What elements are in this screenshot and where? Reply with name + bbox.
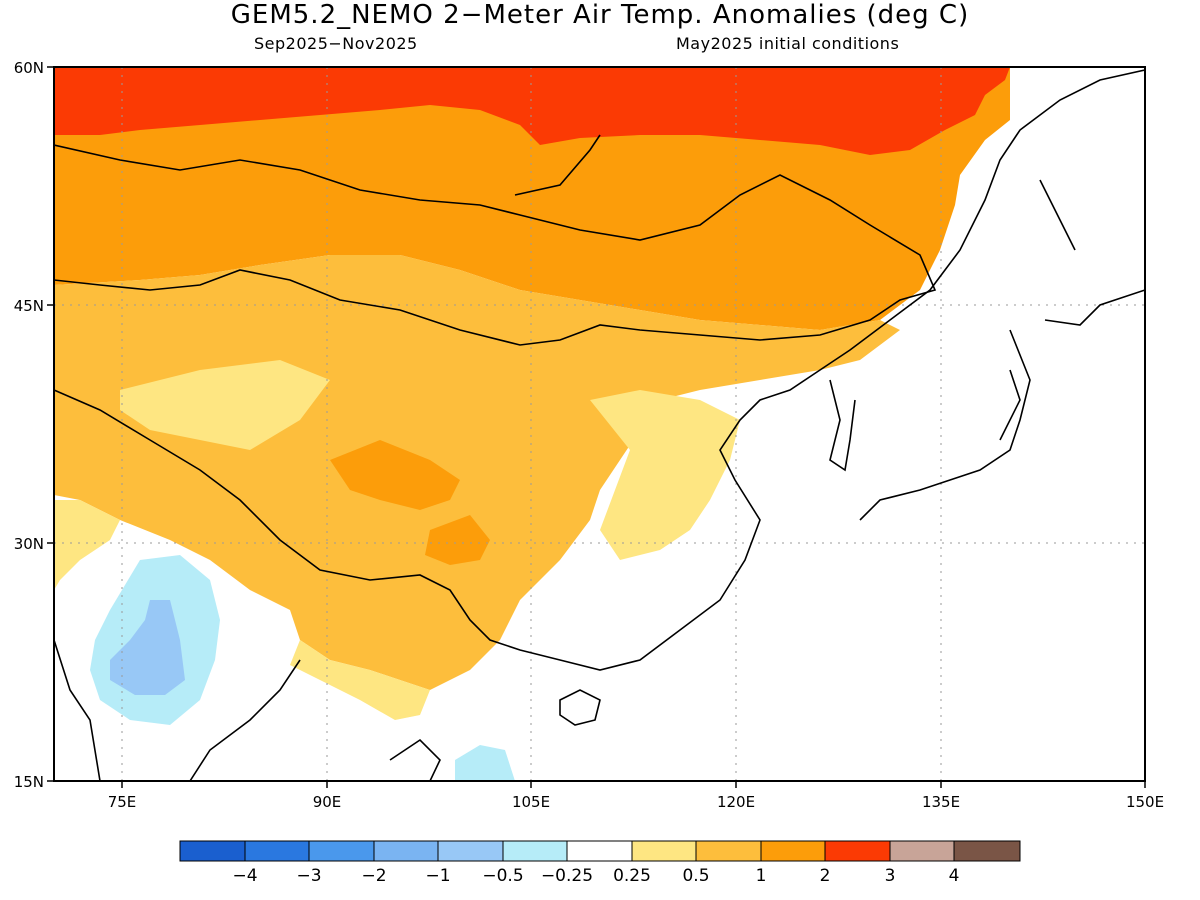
lon-label-105e: 105E	[512, 793, 550, 811]
anomaly-region-gt2	[54, 67, 1010, 155]
colorbar-swatch	[695, 840, 762, 862]
colorbar-label: 2	[820, 866, 831, 886]
colorbar-label: 0.5	[682, 866, 709, 886]
colorbar-swatch	[889, 840, 955, 862]
anomaly-region-gt1-sichuan	[425, 515, 490, 565]
colorbar-swatch	[179, 840, 246, 862]
map-frame	[53, 66, 1146, 782]
lat-labels: 60N 45N 30N 15N	[14, 59, 44, 791]
colorbar-swatch	[502, 840, 568, 862]
colorbar-swatch	[244, 840, 310, 862]
lat-label-15n: 15N	[14, 773, 44, 791]
colorbar-label: −3	[296, 866, 321, 886]
lat-label-60n: 60N	[14, 59, 44, 77]
lon-label-90e: 90E	[313, 793, 342, 811]
colorbar-label: −1	[425, 866, 450, 886]
colorbar-label: −0.25	[541, 866, 593, 886]
colorbar-swatch	[373, 840, 439, 862]
lon-label-135e: 135E	[922, 793, 960, 811]
lon-labels: 75E 90E 105E 120E 135E 150E	[108, 793, 1164, 811]
coastlines	[54, 69, 1145, 781]
lon-label-120e: 120E	[717, 793, 755, 811]
colorbar-swatch	[631, 840, 697, 862]
colorbar-label: −2	[361, 866, 386, 886]
colorbar-label: 3	[885, 866, 896, 886]
lat-label-45n: 45N	[14, 297, 44, 315]
colorbar-swatch	[437, 840, 504, 862]
anomaly-region-gt1-tibet	[330, 440, 460, 510]
colorbar-labels: −4 −3 −2 −1 −0.5 −0.25 0.25 0.5 1 2 3 4	[232, 866, 959, 886]
anomaly-region-gt025-east	[590, 390, 740, 560]
graticule	[54, 67, 1145, 781]
anomaly-region-lt-neg025-indochina	[455, 745, 515, 781]
chart-title: GEM5.2_NEMO 2−Meter Air Temp. Anomalies …	[230, 0, 970, 30]
colorbar-label: −0.5	[482, 866, 523, 886]
anomaly-region-gt025-west	[120, 360, 330, 450]
colorbar-label: 1	[756, 866, 767, 886]
colorbar-swatch	[566, 840, 633, 862]
anomaly-region-gt025-south	[290, 640, 430, 720]
anomaly-region-gt025-india	[54, 500, 120, 590]
colorbar-label: −4	[232, 866, 257, 886]
colorbar	[179, 840, 1021, 862]
lon-label-150e: 150E	[1126, 793, 1164, 811]
forecast-period: Sep2025−Nov2025	[254, 34, 418, 53]
colorbar-swatch	[760, 840, 826, 862]
anomaly-region-lt-neg05	[110, 600, 185, 695]
axis-ticks	[47, 66, 1146, 788]
colorbar-swatch	[308, 840, 375, 862]
colorbar-label: 0.25	[613, 866, 651, 886]
colorbar-swatch	[953, 840, 1021, 862]
anomaly-field	[54, 67, 1010, 781]
initial-conditions: May2025 initial conditions	[676, 34, 900, 53]
lon-label-75e: 75E	[108, 793, 137, 811]
colorbar-label: 4	[949, 866, 960, 886]
colorbar-swatch	[824, 840, 891, 862]
lat-label-30n: 30N	[14, 535, 44, 553]
